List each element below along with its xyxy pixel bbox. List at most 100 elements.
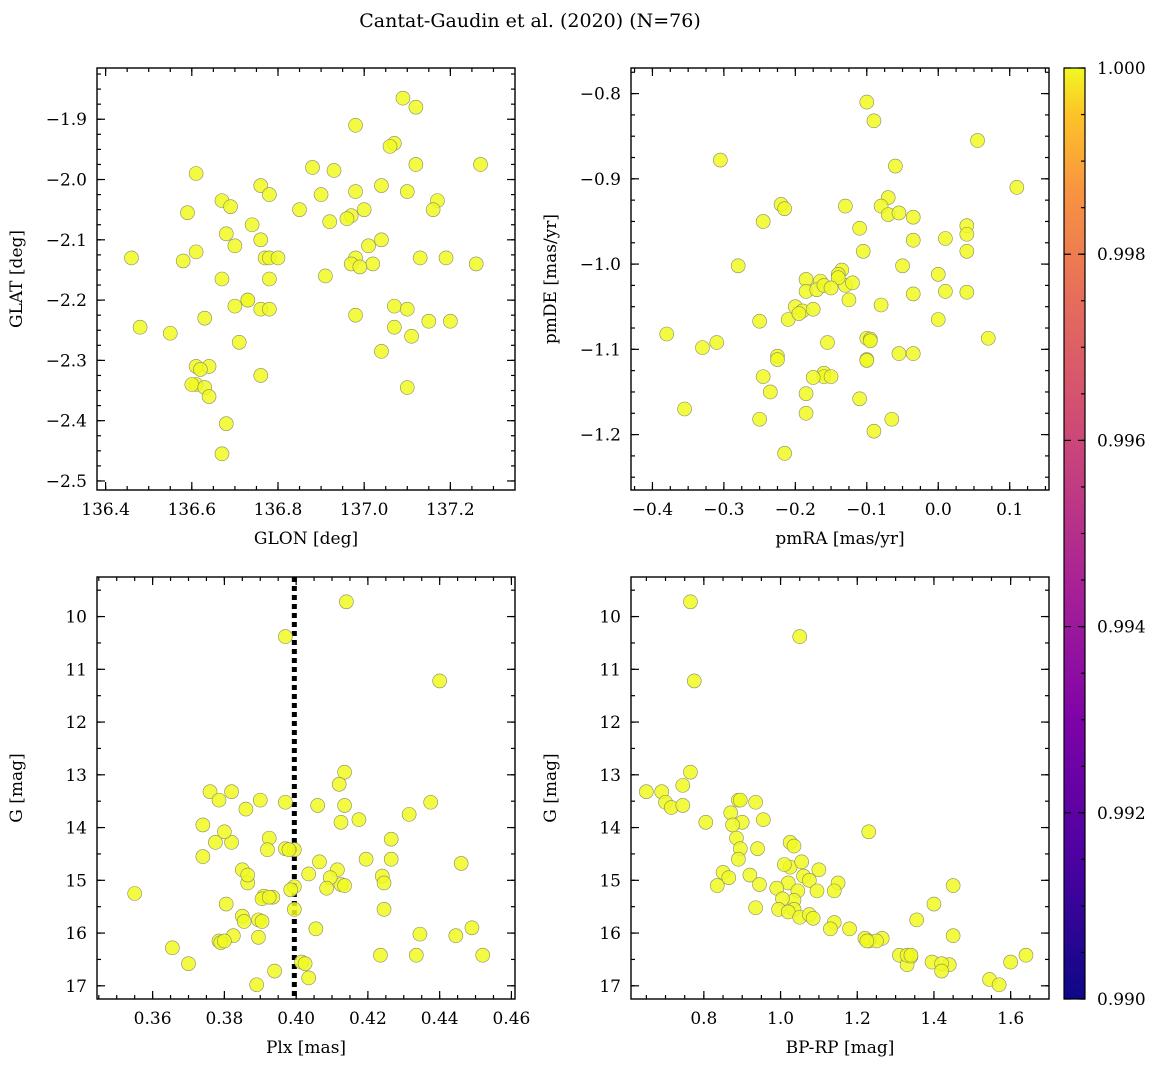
data-point <box>322 214 338 230</box>
data-point <box>318 268 333 284</box>
data-point <box>723 805 739 821</box>
data-point <box>387 298 402 314</box>
data-point <box>374 344 389 359</box>
data-point <box>408 99 424 115</box>
data-point <box>214 271 230 287</box>
data-point <box>408 157 424 172</box>
data-point <box>365 256 381 272</box>
colorbar-tick-label: 0.996 <box>1097 431 1146 451</box>
data-point <box>991 977 1007 993</box>
data-point <box>842 921 857 937</box>
data-point <box>852 220 867 236</box>
data-point <box>934 963 949 979</box>
data-point <box>301 866 316 882</box>
data-point <box>313 187 329 202</box>
x-tick-label: 1.0 <box>767 1009 794 1029</box>
data-point <box>805 370 821 385</box>
data-point <box>202 784 218 799</box>
data-point <box>938 231 953 246</box>
data-point <box>777 857 792 872</box>
data-point <box>240 867 255 883</box>
data-point <box>791 306 807 321</box>
data-point <box>351 812 367 827</box>
data-point <box>376 875 392 891</box>
data-point <box>823 921 838 937</box>
x-tick-label: −0.4 <box>632 500 673 520</box>
data-point <box>261 889 277 905</box>
data-point <box>639 784 654 799</box>
plot-frame <box>96 67 516 491</box>
data-point <box>337 764 352 780</box>
data-point <box>930 267 946 282</box>
data-point <box>260 842 275 858</box>
y-tick-label: −0.8 <box>580 85 621 105</box>
x-tick-label: 0.8 <box>690 1009 717 1029</box>
data-point <box>748 794 763 810</box>
data-point <box>732 792 748 808</box>
data-point <box>698 814 714 830</box>
data-point <box>218 226 234 242</box>
data-point <box>820 335 835 350</box>
data-point <box>786 838 802 854</box>
y-tick-label: 16 <box>65 924 87 944</box>
data-point <box>453 856 469 871</box>
data-point <box>127 886 142 901</box>
data-point <box>399 301 415 317</box>
data-point <box>217 824 232 840</box>
y-tick-label: −2.3 <box>46 351 87 371</box>
data-point <box>356 202 372 217</box>
data-point <box>399 184 415 199</box>
data-point <box>305 160 320 175</box>
colorbar-tick-label: 0.998 <box>1097 245 1146 265</box>
data-point <box>373 947 388 963</box>
data-point <box>777 446 792 461</box>
data-point <box>181 956 196 971</box>
x-tick-label: 0.46 <box>492 1009 530 1029</box>
data-point <box>926 896 942 912</box>
data-point <box>823 280 839 296</box>
data-point <box>319 880 334 896</box>
data-point <box>278 794 293 810</box>
data-point <box>905 286 921 302</box>
y-tick-label: −2.1 <box>46 231 87 251</box>
data-point <box>677 401 692 417</box>
data-point <box>236 914 252 929</box>
x-tick-label: 136.4 <box>81 500 130 520</box>
data-point <box>297 956 313 971</box>
data-point <box>777 201 792 216</box>
y-tick-label: −2.2 <box>46 291 87 311</box>
plot-frame <box>96 576 516 1000</box>
data-point <box>909 912 924 928</box>
x-tick-label: 1.6 <box>997 1009 1024 1029</box>
data-point <box>873 297 889 313</box>
colorbar-tick-label: 0.994 <box>1097 618 1146 638</box>
data-point <box>124 250 139 266</box>
data-point <box>675 798 691 813</box>
data-point <box>376 902 392 917</box>
data-point <box>253 178 269 193</box>
data-point <box>425 202 441 217</box>
data-point <box>464 920 480 936</box>
y-tick-label: 12 <box>65 713 87 733</box>
data-point <box>866 113 882 129</box>
panel-sky-position: 136.4 136.6 136.8 137.0 137.2 −2.5 −2.4 −2.3 −2.… <box>7 67 516 549</box>
data-point <box>686 673 702 689</box>
data-point <box>339 211 355 227</box>
data-point <box>223 199 238 214</box>
data-point <box>224 835 239 850</box>
data-point <box>238 801 254 817</box>
data-point <box>473 157 488 172</box>
data-point <box>970 133 985 148</box>
x-tick-label: 1.2 <box>844 1009 871 1029</box>
data-point <box>1009 180 1025 195</box>
plot-frame <box>630 67 1050 491</box>
colorbar-tick-label: 0.990 <box>1097 990 1146 1010</box>
data-point <box>443 313 458 329</box>
data-point <box>695 340 710 355</box>
data-point <box>709 878 725 893</box>
data-point <box>709 335 725 350</box>
x-tick-label: 1.4 <box>920 1009 947 1029</box>
data-point <box>218 416 234 431</box>
data-point <box>903 947 919 963</box>
